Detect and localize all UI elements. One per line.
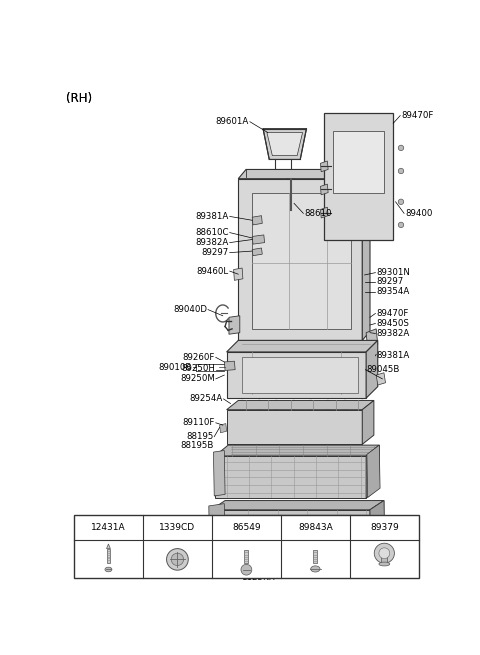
Polygon shape — [229, 316, 240, 334]
Polygon shape — [238, 170, 370, 179]
Bar — [74, 515, 419, 578]
Circle shape — [398, 222, 404, 227]
Polygon shape — [238, 179, 362, 341]
Circle shape — [220, 552, 226, 557]
Text: 89010B: 89010B — [158, 363, 192, 372]
Polygon shape — [321, 207, 328, 218]
Text: 89040D: 89040D — [173, 305, 207, 314]
Polygon shape — [209, 504, 225, 557]
Polygon shape — [221, 558, 238, 571]
Polygon shape — [362, 400, 374, 444]
Text: 89301N: 89301N — [376, 268, 410, 277]
Polygon shape — [107, 544, 110, 549]
Polygon shape — [214, 451, 225, 496]
Polygon shape — [220, 424, 227, 433]
Circle shape — [251, 552, 257, 557]
Polygon shape — [211, 510, 370, 556]
Circle shape — [167, 549, 188, 570]
Ellipse shape — [105, 567, 112, 572]
Text: 89400: 89400 — [405, 209, 432, 218]
Polygon shape — [252, 215, 262, 225]
Polygon shape — [227, 352, 366, 398]
Text: 89601A: 89601A — [216, 117, 249, 126]
Polygon shape — [370, 500, 384, 556]
Polygon shape — [252, 193, 350, 329]
Polygon shape — [227, 400, 374, 409]
Text: 88610C: 88610C — [195, 228, 229, 237]
Text: 88195B: 88195B — [180, 441, 214, 449]
Text: 89110F: 89110F — [182, 419, 215, 427]
Text: 89382A: 89382A — [196, 238, 229, 247]
Text: 1125KH: 1125KH — [240, 573, 275, 582]
Circle shape — [374, 543, 395, 563]
Polygon shape — [321, 161, 328, 172]
Text: 1339CD: 1339CD — [159, 523, 195, 533]
Circle shape — [379, 548, 390, 559]
Polygon shape — [321, 184, 328, 195]
Text: 88195: 88195 — [186, 432, 214, 441]
Text: 89250M: 89250M — [180, 375, 215, 383]
Polygon shape — [252, 235, 264, 244]
Bar — [244, 550, 248, 563]
Text: 89381A: 89381A — [196, 212, 229, 221]
Bar — [381, 553, 387, 564]
Text: 89382A: 89382A — [376, 329, 409, 338]
Circle shape — [398, 145, 404, 151]
Text: 89843A: 89843A — [298, 523, 333, 533]
Circle shape — [286, 171, 296, 180]
Text: 89460L: 89460L — [197, 267, 229, 276]
Text: 89450S: 89450S — [376, 319, 409, 328]
Circle shape — [328, 552, 335, 557]
Text: 12431A: 12431A — [91, 523, 126, 533]
Polygon shape — [227, 341, 378, 352]
Circle shape — [359, 552, 365, 557]
Polygon shape — [211, 500, 384, 510]
Circle shape — [227, 573, 231, 578]
Text: 89470F: 89470F — [401, 111, 433, 120]
Text: 89297: 89297 — [376, 277, 404, 286]
Polygon shape — [227, 409, 362, 444]
Polygon shape — [242, 358, 359, 393]
Text: 89045B: 89045B — [366, 365, 399, 374]
Polygon shape — [366, 329, 378, 348]
Bar — [313, 550, 317, 563]
Text: 89354A: 89354A — [376, 288, 409, 297]
Polygon shape — [362, 170, 370, 341]
Polygon shape — [267, 132, 302, 156]
Text: 89470F: 89470F — [376, 309, 408, 318]
Polygon shape — [366, 341, 378, 398]
Polygon shape — [333, 131, 384, 193]
Circle shape — [241, 565, 252, 575]
Text: 89051A: 89051A — [182, 557, 215, 567]
Polygon shape — [367, 445, 380, 498]
Ellipse shape — [311, 566, 320, 572]
Polygon shape — [376, 373, 385, 385]
Circle shape — [171, 553, 184, 565]
Text: 89260F: 89260F — [182, 353, 215, 362]
Circle shape — [398, 168, 404, 174]
Text: 88610: 88610 — [304, 209, 332, 218]
Text: 89381A: 89381A — [376, 351, 409, 360]
Text: 89250H: 89250H — [181, 364, 215, 373]
Polygon shape — [215, 456, 366, 498]
Text: 89379: 89379 — [370, 523, 399, 533]
Polygon shape — [263, 128, 306, 159]
Text: (RH): (RH) — [66, 92, 92, 105]
Polygon shape — [224, 361, 235, 371]
Polygon shape — [370, 500, 385, 556]
Polygon shape — [252, 248, 262, 255]
Text: 89601F: 89601F — [172, 519, 205, 528]
Text: 86549: 86549 — [232, 523, 261, 533]
Polygon shape — [366, 445, 379, 498]
Circle shape — [398, 199, 404, 204]
Polygon shape — [234, 268, 243, 280]
Text: 89254A: 89254A — [190, 394, 223, 403]
Text: (RH): (RH) — [66, 92, 92, 105]
Polygon shape — [324, 113, 393, 240]
Text: 89297: 89297 — [202, 248, 229, 257]
Ellipse shape — [379, 562, 390, 566]
Polygon shape — [215, 445, 379, 456]
Circle shape — [268, 234, 276, 242]
Bar — [107, 549, 110, 563]
